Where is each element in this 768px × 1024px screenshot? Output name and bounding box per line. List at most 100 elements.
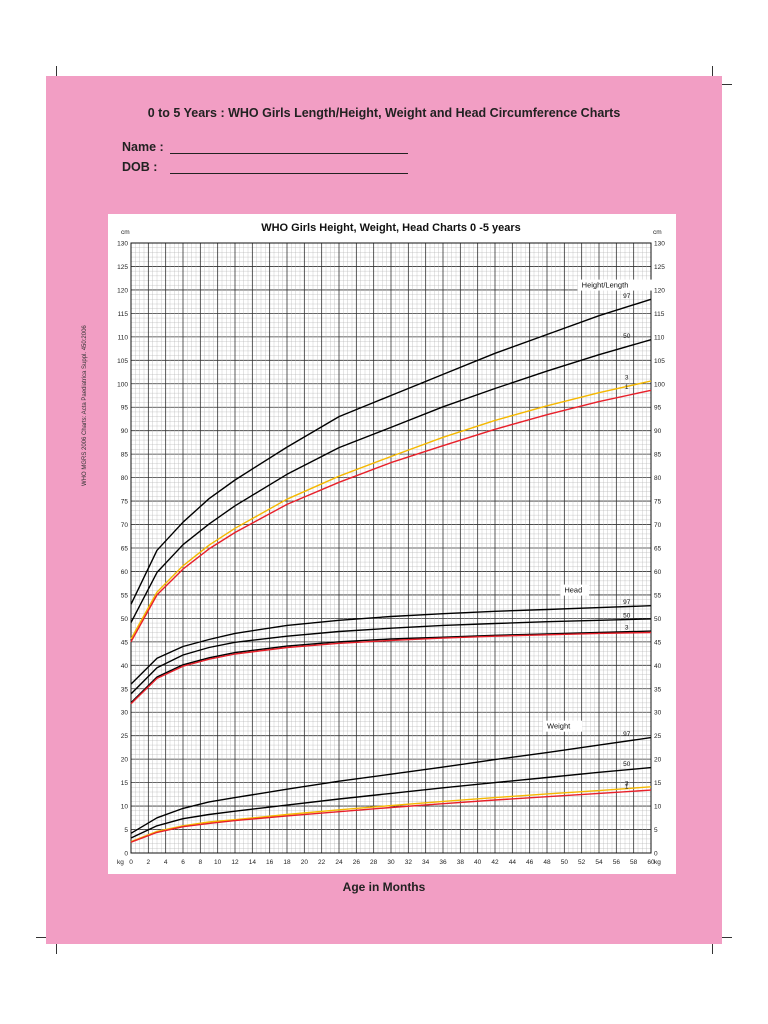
dob-line[interactable] [170, 173, 408, 174]
y-tick-label-left: 60 [121, 569, 129, 576]
y-tick-label-left: 50 [121, 616, 129, 623]
x-unit-label-right: kg [654, 859, 661, 866]
dob-label: DOB : [122, 160, 158, 174]
x-tick-label: 18 [283, 859, 291, 866]
y-tick-label-right: 10 [654, 804, 662, 811]
x-tick-label: 50 [561, 859, 569, 866]
y-tick-label-left: 130 [117, 241, 128, 248]
chart-title: WHO Girls Height, Weight, Head Charts 0 … [261, 222, 521, 234]
x-tick-label: 20 [301, 859, 309, 866]
x-tick-label: 56 [613, 859, 621, 866]
name-label: Name : [122, 140, 164, 154]
percentile-label: 3 [625, 625, 629, 632]
x-tick-label: 10 [214, 859, 222, 866]
growth-chart: WHO Girls Height, Weight, Head Charts 0 … [108, 214, 676, 874]
crop-mark [36, 937, 46, 938]
percentile-label: 1 [625, 384, 629, 391]
x-tick-label: 46 [526, 859, 534, 866]
x-unit-label-left: kg [117, 859, 124, 866]
y-tick-label-left: 105 [117, 358, 128, 365]
x-tick-label: 0 [129, 859, 133, 866]
crop-mark [56, 944, 57, 954]
percentile-label: 97 [623, 293, 631, 300]
y-tick-label-left: 125 [117, 264, 128, 271]
x-tick-label: 2 [147, 859, 151, 866]
series-line-head-p50 [130, 618, 652, 695]
y-tick-label-right: 55 [654, 592, 662, 599]
y-unit-label-right: cm [653, 229, 662, 236]
y-tick-label-right: 125 [654, 264, 665, 271]
y-tick-label-left: 5 [124, 827, 128, 834]
y-tick-label-left: 100 [117, 381, 128, 388]
y-tick-label-right: 130 [654, 241, 665, 248]
y-tick-label-right: 100 [654, 381, 665, 388]
percentile-label: 97 [623, 731, 631, 738]
percentile-label: 50 [623, 761, 631, 768]
x-tick-label: 58 [630, 859, 638, 866]
y-tick-label-right: 25 [654, 733, 662, 740]
group-label: Weight [547, 722, 571, 731]
growth-chart-svg: WHO Girls Height, Weight, Head Charts 0 … [117, 222, 665, 866]
x-tick-label: 26 [353, 859, 361, 866]
group-label: Height/Length [582, 281, 629, 290]
y-tick-label-right: 45 [654, 639, 662, 646]
y-tick-label-right: 0 [654, 851, 658, 858]
y-tick-label-left: 80 [121, 475, 129, 482]
group-label-bg [577, 279, 654, 291]
x-tick-label: 52 [578, 859, 586, 866]
chart-sheet: 0 to 5 Years : WHO Girls Length/Height, … [46, 76, 722, 944]
name-field[interactable]: Name : [122, 140, 408, 154]
x-tick-label: 40 [474, 859, 482, 866]
y-tick-label-right: 50 [654, 616, 662, 623]
series-line-height-length-p1 [130, 389, 652, 643]
crop-mark [722, 84, 732, 85]
percentile-label: 1 [625, 784, 629, 791]
x-tick-label: 8 [199, 859, 203, 866]
y-tick-label-left: 55 [121, 592, 129, 599]
series-line-weight-p1 [130, 789, 652, 843]
x-tick-label: 24 [335, 859, 343, 866]
x-tick-label: 54 [595, 859, 603, 866]
crop-mark [56, 66, 57, 76]
percentile-label: 3 [625, 780, 629, 787]
series-line-head-p97 [130, 605, 652, 685]
y-tick-label-left: 35 [121, 686, 129, 693]
series-line-weight-p3 [130, 786, 652, 843]
plot-frame [130, 242, 652, 854]
x-tick-label: 42 [491, 859, 499, 866]
y-tick-label-left: 30 [121, 710, 129, 717]
series-line-head-lower [130, 631, 652, 705]
x-tick-label: 30 [387, 859, 395, 866]
y-tick-label-left: 110 [118, 334, 129, 341]
x-tick-label: 44 [509, 859, 517, 866]
y-tick-label-right: 105 [654, 358, 665, 365]
y-tick-label-right: 15 [654, 780, 662, 787]
y-tick-label-right: 20 [654, 757, 662, 764]
y-tick-label-right: 35 [654, 686, 662, 693]
y-tick-label-right: 75 [654, 499, 662, 506]
series-line-head-p3 [130, 630, 652, 704]
series-line-height-length-p97 [130, 298, 652, 605]
x-tick-label: 14 [249, 859, 257, 866]
x-tick-label: 16 [266, 859, 274, 866]
percentile-label: 97 [623, 599, 631, 606]
y-tick-label-right: 80 [654, 475, 662, 482]
y-tick-label-left: 115 [118, 311, 129, 318]
dob-field[interactable]: DOB : [122, 160, 408, 174]
name-line[interactable] [170, 153, 408, 154]
y-tick-label-left: 15 [121, 780, 129, 787]
y-tick-label-right: 110 [654, 334, 665, 341]
crop-mark [712, 944, 713, 954]
y-tick-label-right: 30 [654, 710, 662, 717]
y-tick-label-right: 5 [654, 827, 658, 834]
y-tick-label-left: 20 [121, 757, 129, 764]
y-tick-label-left: 90 [121, 428, 129, 435]
x-tick-label: 38 [457, 859, 465, 866]
y-unit-label-left: cm [121, 229, 130, 236]
y-tick-label-right: 95 [654, 405, 662, 412]
y-tick-label-right: 60 [654, 569, 662, 576]
y-tick-label-right: 65 [654, 546, 662, 553]
x-tick-label: 48 [543, 859, 551, 866]
y-tick-label-left: 85 [121, 452, 129, 459]
x-tick-label: 60 [647, 859, 655, 866]
